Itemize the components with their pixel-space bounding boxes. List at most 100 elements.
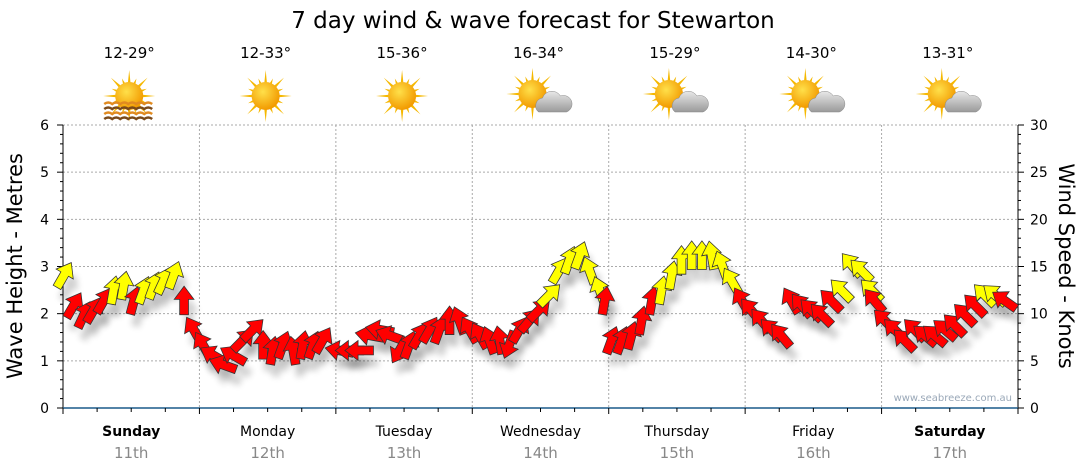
sun-ray	[642, 92, 658, 96]
wind-arrow-shadow	[959, 316, 983, 340]
right-tick-label: 15	[1030, 260, 1048, 276]
wind-arrow-shadow	[836, 291, 860, 316]
sun-ray	[413, 94, 429, 98]
partly-cloudy-icon	[779, 68, 846, 120]
chart-title: 7 day wind & wave forecast for Stewarton	[291, 8, 775, 34]
sun-ray	[110, 77, 122, 89]
sun-ray	[409, 103, 421, 115]
left-axis-label: Wave Height - Metres	[3, 153, 27, 379]
sun-disc	[388, 82, 417, 110]
wind-arrow	[830, 279, 855, 304]
haze-wave	[103, 111, 153, 116]
sun-ray	[539, 75, 551, 87]
sun-icon	[239, 70, 292, 122]
sun-ray	[247, 77, 259, 89]
sun-ray	[247, 103, 259, 115]
haze-wave	[103, 101, 153, 106]
sun-ray	[667, 105, 671, 120]
day-temperature: 14-30°	[786, 44, 837, 62]
sun-ray	[531, 68, 534, 83]
wind-arrow	[52, 262, 74, 291]
cloud	[535, 90, 573, 113]
wind-arrow	[893, 329, 919, 354]
sun-ray	[110, 103, 122, 115]
right-tick-label: 5	[1030, 354, 1039, 370]
day-date: 14th	[523, 444, 557, 462]
sun-ray	[103, 94, 118, 98]
wind-arrow	[569, 241, 590, 271]
sun-ray	[127, 70, 131, 85]
right-tick-label: 10	[1030, 307, 1048, 323]
cloud	[944, 90, 982, 113]
wind-arrow	[311, 327, 333, 356]
wind-arrow-shadow	[979, 296, 1003, 321]
sun-ray	[915, 92, 930, 96]
sun-ray	[650, 75, 662, 87]
left-tick-label: 3	[40, 260, 49, 276]
wind-arrow	[820, 289, 845, 315]
day-date: 12th	[250, 444, 284, 462]
wind-arrow	[62, 292, 84, 321]
haze-wave	[103, 106, 153, 111]
weather-icons: 12-29° 12-33° 15-36° 16-34° 15-29° 14-30° 13-3…	[103, 44, 982, 122]
sun-ray	[383, 103, 395, 115]
wind-arrow	[208, 354, 239, 375]
sun-ray	[676, 75, 688, 87]
sun-ray	[127, 107, 131, 122]
wind-arrow	[943, 314, 969, 339]
left-tick-label: 2	[40, 307, 49, 323]
day-temperature: 13-31°	[922, 44, 973, 62]
wind-arrow-shadow	[214, 366, 243, 386]
wind-arrow	[375, 325, 405, 346]
wind-arrow	[164, 260, 185, 291]
left-tick-label: 0	[40, 401, 49, 417]
wind-arrow	[850, 259, 875, 285]
right-axis-label: Wind Speed - Knots	[1054, 163, 1078, 368]
sun-ray	[779, 92, 794, 96]
sun-ray	[400, 107, 404, 122]
day-date: 15th	[660, 444, 694, 462]
sun-icon	[376, 70, 429, 122]
wind-arrow-shadow	[899, 341, 923, 366]
partly-cloudy-icon	[915, 68, 982, 120]
day-date: 11th	[114, 444, 148, 462]
wind-arrows	[52, 240, 1020, 375]
left-tick-label: 4	[40, 212, 49, 228]
left-tick-label: 6	[40, 118, 49, 134]
sun-ray	[949, 75, 961, 87]
day-name: Tuesday	[375, 424, 433, 440]
day-date: 13th	[387, 444, 421, 462]
day-name: Wednesday	[500, 424, 581, 440]
sun-ray	[940, 105, 944, 120]
cloud	[808, 90, 846, 113]
wind-arrow-shadow	[825, 302, 850, 326]
sun-ray	[940, 68, 944, 83]
wind-arrow-shadow	[969, 307, 994, 331]
sun-haze-icon	[103, 70, 156, 122]
wind-arrow	[113, 270, 135, 301]
sun-ray	[506, 92, 521, 96]
cloud	[671, 90, 709, 113]
partly-cloudy-icon	[506, 68, 573, 120]
day-temperature: 15-36°	[377, 44, 428, 62]
day-name: Saturday	[914, 424, 985, 440]
day-name: Monday	[240, 424, 295, 440]
sun-ray	[923, 75, 935, 87]
watermark: www.seabreeze.com.au	[894, 393, 1012, 404]
sun-disc	[251, 82, 280, 110]
sun-ray	[136, 77, 148, 89]
sun-ray	[273, 103, 285, 115]
wind-arrow	[954, 304, 979, 329]
wind-arrow	[864, 289, 888, 315]
partly-cloudy-icon	[642, 68, 709, 120]
wind-arrow	[535, 284, 561, 309]
sun-ray	[264, 107, 268, 122]
right-tick-label: 20	[1030, 212, 1048, 228]
wind-arrow	[771, 323, 795, 350]
right-tick-label: 25	[1030, 165, 1048, 181]
wind-arrow-shadow	[997, 303, 1024, 325]
wind-arrow	[922, 325, 949, 349]
wind-arrow	[810, 304, 836, 329]
sun-ray	[803, 68, 807, 83]
